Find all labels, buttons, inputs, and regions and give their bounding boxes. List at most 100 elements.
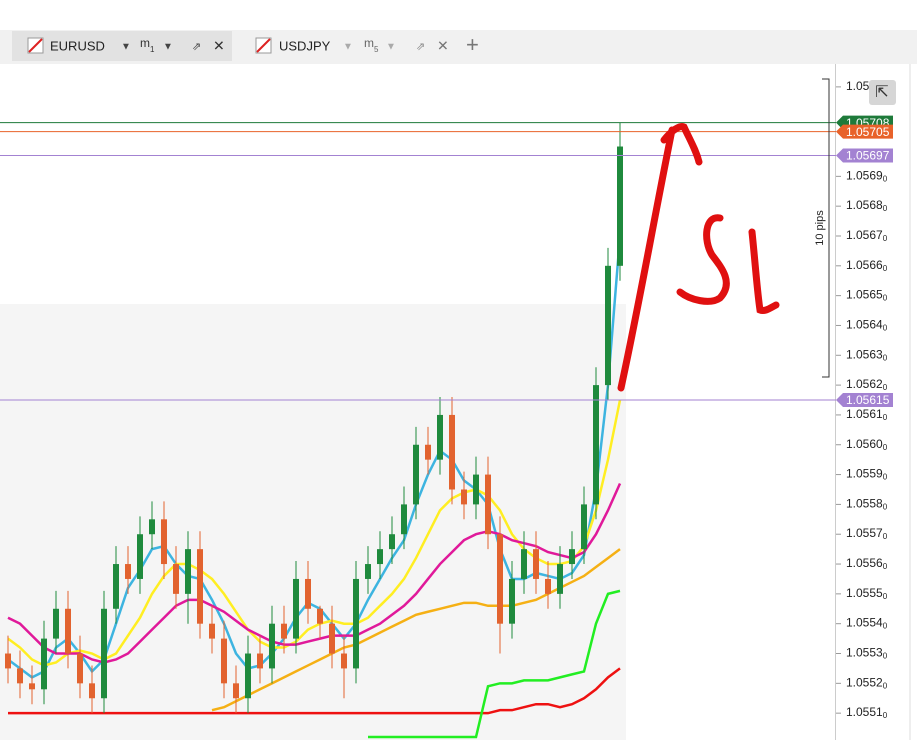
candle-body	[41, 638, 47, 690]
new-tab[interactable]: +	[466, 32, 479, 57]
candle-body	[473, 474, 479, 505]
close[interactable]: ✕	[213, 38, 225, 54]
drawn-arrow	[617, 123, 703, 392]
candle-body	[293, 578, 299, 639]
y-tick-label: 1.05550	[846, 586, 888, 601]
candle-body	[173, 564, 179, 594]
y-tick-label: 1.05520	[846, 676, 888, 691]
tab[interactable]	[12, 31, 232, 61]
symbol[interactable]: USDJPY	[279, 38, 331, 53]
symbol[interactable]: EURUSD	[50, 38, 105, 53]
candle-body	[329, 623, 335, 654]
y-tick-label: 1.05	[846, 79, 870, 93]
candle-body	[605, 265, 611, 386]
candle-body	[389, 534, 395, 550]
range-label: 10 pips	[814, 210, 826, 246]
top-space	[0, 0, 917, 30]
drawn-letter	[748, 228, 780, 314]
popout[interactable]: ⇗	[416, 41, 425, 53]
candle-body	[437, 414, 443, 460]
dropdown[interactable]: ▼	[163, 42, 173, 53]
price-tag-label: 1.05697	[846, 149, 890, 163]
close[interactable]: ✕	[437, 38, 449, 54]
y-tick-label: 1.05560	[846, 556, 888, 571]
candle-body	[245, 653, 251, 699]
expand-button[interactable]	[869, 80, 896, 105]
candle-body	[17, 668, 23, 684]
candle-body	[533, 549, 539, 579]
y-tick-label: 1.05670	[846, 228, 888, 243]
candle-body	[137, 534, 143, 579]
y-tick-label: 1.05640	[846, 318, 888, 333]
candle-body	[89, 683, 95, 699]
period[interactable]: 5	[374, 45, 379, 54]
candle-body	[233, 683, 239, 699]
y-tick-label: 1.05660	[846, 258, 888, 273]
candle-body	[5, 653, 11, 669]
indicator-line	[7, 235, 622, 679]
candle-body	[401, 504, 407, 535]
expand-icon[interactable]: ⇱	[875, 84, 888, 101]
candle-body	[557, 564, 563, 594]
y-tick-label: 1.05580	[846, 497, 888, 512]
symbol-icon	[28, 38, 43, 53]
candle-body	[305, 578, 311, 609]
popout[interactable]: ⇗	[192, 41, 201, 53]
y-tick-label: 1.05530	[846, 646, 888, 661]
indicator-line	[7, 483, 622, 664]
dropdown[interactable]: ▼	[121, 42, 131, 53]
candle-body	[269, 623, 275, 669]
y-tick-label: 1.05620	[846, 377, 888, 392]
candle-body	[209, 623, 215, 639]
price-tag	[836, 393, 893, 408]
candle-body	[449, 414, 455, 490]
indicator-line	[211, 548, 621, 712]
symbol-icon	[256, 38, 271, 53]
candle-body	[425, 444, 431, 460]
tab[interactable]	[240, 31, 458, 61]
indicator-line	[368, 589, 621, 739]
candle-body	[125, 564, 131, 579]
candle-body	[581, 504, 587, 550]
candle-body	[53, 608, 59, 639]
candle-body	[353, 578, 359, 669]
price-tag	[836, 148, 893, 163]
dropdown[interactable]: ▼	[343, 42, 353, 53]
candle-body	[77, 653, 83, 684]
price-tag-label: 1.05615	[846, 393, 890, 407]
price-tag	[836, 124, 893, 139]
y-tick-label: 1.05650	[846, 288, 888, 303]
candle-body	[113, 564, 119, 609]
candle-body	[161, 519, 167, 565]
candle-body	[197, 549, 203, 624]
y-tick-label: 1.05510	[846, 705, 888, 720]
candle-body	[221, 638, 227, 684]
candle-body	[569, 549, 575, 565]
y-tick-label: 1.05610	[846, 407, 888, 422]
candle-body	[377, 549, 383, 565]
candle-body	[149, 519, 155, 535]
period[interactable]: 1	[150, 45, 155, 54]
timeframe[interactable]: m	[364, 36, 374, 50]
candle-body	[413, 444, 419, 505]
y-tick-label: 1.05540	[846, 616, 888, 631]
candle-body	[509, 578, 515, 624]
y-tick-label: 1.05600	[846, 437, 888, 452]
candle-body	[257, 653, 263, 669]
drawn-letter	[676, 214, 730, 305]
candle-body	[545, 578, 551, 594]
plot-shade	[0, 304, 626, 740]
candle-body	[185, 549, 191, 594]
candle-body	[29, 683, 35, 690]
y-tick-label: 1.05570	[846, 526, 888, 541]
candle-body	[497, 534, 503, 624]
candle-body	[341, 653, 347, 669]
indicator-line	[8, 667, 621, 715]
candle-body	[593, 385, 599, 505]
dropdown[interactable]: ▼	[386, 42, 396, 53]
timeframe[interactable]: m	[140, 36, 150, 50]
candle-body	[101, 608, 107, 699]
y-tick-label: 1.05680	[846, 198, 888, 213]
y-tick-label: 1.05630	[846, 347, 888, 362]
